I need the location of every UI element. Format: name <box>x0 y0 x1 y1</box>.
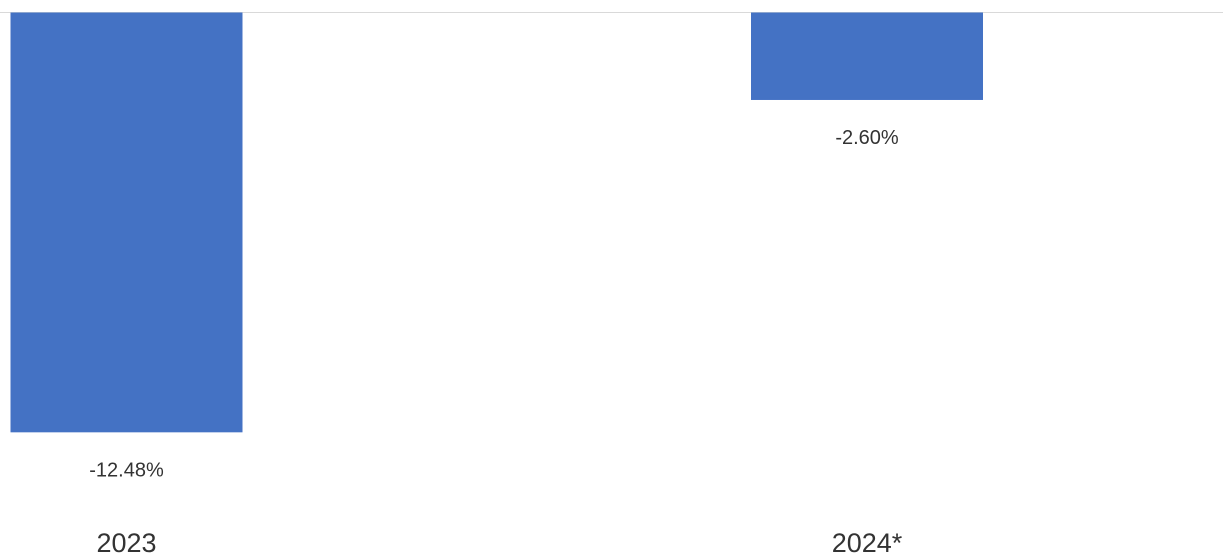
category-label: 2023 <box>96 528 156 555</box>
bars-group <box>10 12 983 433</box>
data-label: -12.48% <box>89 459 164 481</box>
data-labels-group: -12.48% -2.60% <box>89 127 899 481</box>
data-label: -2.60% <box>835 127 899 149</box>
category-label: 2024* <box>832 528 903 555</box>
bar-2023 <box>10 12 243 433</box>
category-labels-group: 2023 2024* <box>96 528 902 555</box>
bar-2024 <box>751 12 983 100</box>
